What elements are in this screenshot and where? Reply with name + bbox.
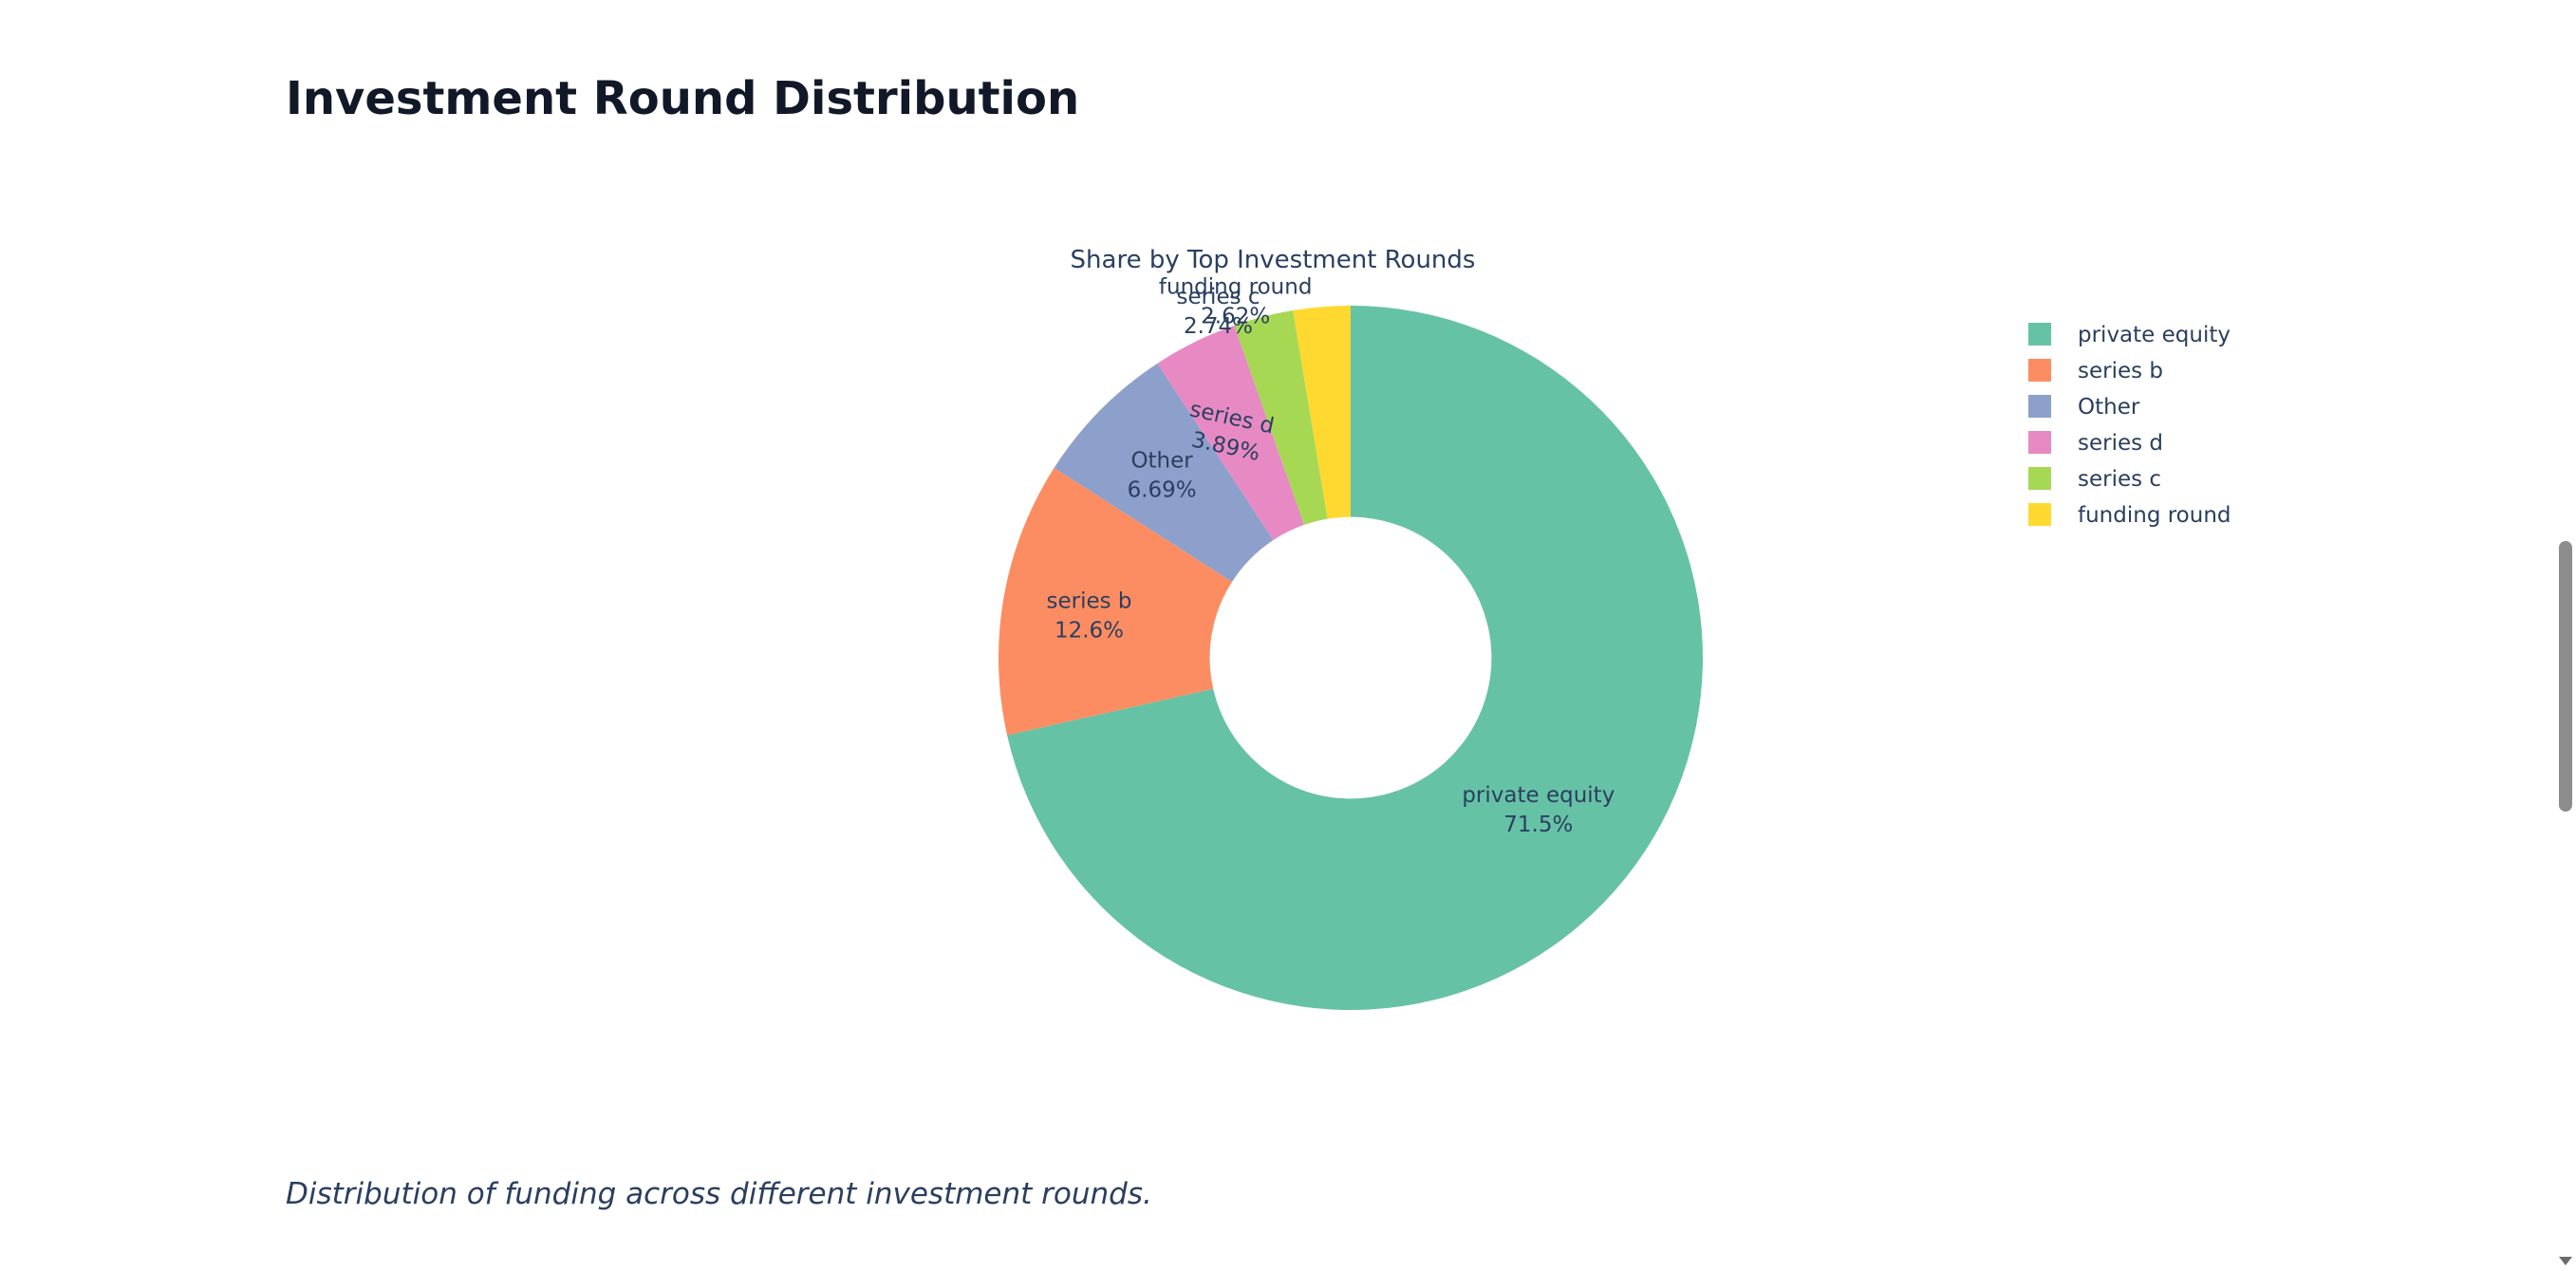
slice-other[interactable] [1054,363,1274,582]
legend-label: private equity [2078,323,2231,347]
slice-label-name: funding round [1159,274,1313,299]
slices-layer [998,306,1703,1010]
legend-swatch [2028,467,2051,490]
slice-label-series-c: series c 2.74% [1176,285,1260,339]
page-title: Investment Round Distribution [286,72,1080,125]
slice-series-b[interactable] [998,467,1233,736]
slice-label-other: Other 6.69% [1128,448,1197,502]
slice-label-name: series c [1176,285,1260,309]
slice-label-percent: 2.74% [1184,314,1253,339]
slice-label-name: private equity [1462,783,1615,808]
legend-swatch [2028,359,2051,382]
legend-swatch [2028,395,2051,418]
slice-label-name: series b [1047,589,1132,614]
slice-label-name: Other [1130,448,1193,473]
slice-funding-round[interactable] [1293,306,1351,519]
legend-item-series-d[interactable]: series d [2028,431,2163,456]
slice-private-equity[interactable] [1007,306,1703,1010]
legend-label: series d [2078,431,2163,456]
slice-label-percent: 71.5% [1503,813,1573,837]
slice-label-percent: 2.62% [1201,304,1270,328]
legend-item-funding-round[interactable]: funding round [2028,503,2231,528]
slice-label-percent: 12.6% [1055,619,1124,644]
legend-label: funding round [2078,503,2231,528]
slice-label-percent: 6.69% [1128,477,1197,502]
legend-swatch [2028,323,2051,346]
legend-swatch [2028,431,2051,454]
legend-item-private-equity[interactable]: private equity [2028,323,2231,347]
legend-label: series b [2078,359,2163,383]
legend-label: Other [2078,395,2140,420]
legend-item-series-c[interactable]: series c [2028,467,2161,492]
scroll-down-arrow-icon[interactable] [2559,1257,2572,1265]
chart-caption: Distribution of funding across different… [286,1177,1152,1211]
vertical-scrollbar[interactable] [2555,0,2576,1271]
slice-label-funding-round: funding round 2.62% [1159,274,1313,328]
slice-series-d[interactable] [1157,325,1304,540]
slice-series-c[interactable] [1234,310,1328,525]
chart-title: Share by Top Investment Rounds [1071,246,1476,274]
slice-label-private-equity: private equity 71.5% [1462,783,1615,837]
slice-label-series-b: series b 12.6% [1047,589,1132,644]
legend-label: series c [2078,467,2161,492]
legend-item-series-b[interactable]: series b [2028,359,2163,383]
legend-swatch [2028,503,2051,526]
legend: private equity series b Other series d serie… [2028,323,2231,528]
scrollbar-thumb[interactable] [2559,541,2572,812]
legend-item-other[interactable]: Other [2028,395,2140,420]
